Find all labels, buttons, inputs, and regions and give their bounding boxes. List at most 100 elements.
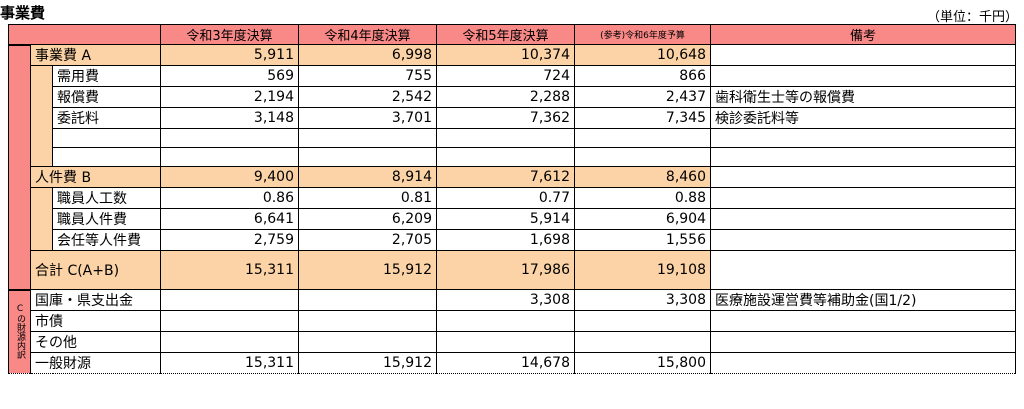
unit-label: （単位：千円） — [926, 10, 1018, 25]
row-note — [710, 229, 1016, 251]
row-value: 1,698 — [436, 229, 575, 251]
row-value — [298, 128, 437, 148]
row-value: 0.81 — [298, 187, 437, 209]
header-r3: 令和3年度決算 — [160, 24, 299, 45]
funding-note: 医療施設運営費等補助金(国1/2) — [710, 289, 1016, 311]
row-note: 検診委託料等 — [710, 107, 1016, 129]
table-row: 委託料 3,148 3,701 7,362 7,345 検診委託料等 — [9, 107, 1016, 129]
row-value — [298, 147, 437, 167]
section-row: 人件費 B 9,400 8,914 7,612 8,460 — [9, 166, 1016, 188]
header-r5: 令和5年度決算 — [436, 24, 575, 45]
total-label: 合計 C(A+B) — [30, 250, 161, 290]
row-note — [710, 187, 1016, 209]
table-row: 職員人工数 0.86 0.81 0.77 0.88 — [9, 187, 1016, 251]
section-note — [710, 166, 1016, 188]
funding-value: 15,912 — [298, 352, 437, 374]
row-value: 2,705 — [298, 229, 437, 251]
row-value: 755 — [298, 65, 437, 87]
header-r6-budget: (参考)令和6年度予算 — [574, 24, 711, 45]
row-value: 0.77 — [436, 187, 575, 209]
funding-value — [160, 289, 299, 311]
header-row: 令和3年度決算 令和4年度決算 令和5年度決算 (参考)令和6年度予算 備考 — [8, 24, 1016, 45]
funding-item-label: その他 — [30, 331, 161, 353]
row-value: 2,194 — [160, 86, 299, 108]
funding-value: 3,308 — [436, 289, 575, 311]
row-value: 0.88 — [574, 187, 711, 209]
funding-item-label: 国庫・県支出金 — [30, 289, 161, 311]
header-notes: 備考 — [710, 24, 1016, 45]
section-value: 8,914 — [298, 166, 437, 188]
row-note — [710, 128, 1016, 148]
row-value: 7,362 — [436, 107, 575, 129]
funding-label: Cの財源内訳 — [15, 304, 25, 360]
funding-value: 3,308 — [574, 289, 711, 311]
section-label: 人件費 B — [30, 166, 161, 188]
funding-row: 市債 — [9, 310, 1016, 332]
sub-rail — [30, 187, 53, 251]
funding-value — [298, 289, 437, 311]
row-label: 職員人件費 — [52, 208, 161, 230]
row-value: 724 — [436, 65, 575, 87]
table-body: 令和3年度決算 令和4年度決算 令和5年度決算 (参考)令和6年度予算 備考 事… — [8, 24, 1016, 374]
row-value: 1,556 — [574, 229, 711, 251]
row-value — [436, 147, 575, 167]
row-value: 3,701 — [298, 107, 437, 129]
row-label: 委託料 — [52, 107, 161, 129]
table-row: 職員人件費 6,641 6,209 5,914 6,904 — [9, 208, 1016, 230]
row-value: 6,641 — [160, 208, 299, 230]
funding-value: 15,311 — [160, 352, 299, 374]
row-note: 歯科衛生士等の報償費 — [710, 86, 1016, 108]
row-value — [574, 147, 711, 167]
section-value: 8,460 — [574, 166, 711, 188]
total-row: 合計 C(A+B) 15,311 15,912 17,986 19,108 — [9, 250, 1016, 290]
row-value: 2,542 — [298, 86, 437, 108]
funding-note — [710, 352, 1016, 374]
funding-note — [710, 331, 1016, 353]
row-value — [574, 128, 711, 148]
funding-row: 一般財源 15,311 15,912 14,678 15,800 — [9, 352, 1016, 374]
funding-item-label: 市債 — [30, 310, 161, 332]
section-value: 5,911 — [160, 44, 299, 66]
row-value: 0.86 — [160, 187, 299, 209]
funding-row: Cの財源内訳 国庫・県支出金 3,308 3,308 医療施設運営費等補助金(国1/2) — [8, 288, 1016, 374]
row-note — [710, 65, 1016, 87]
row-value: 866 — [574, 65, 711, 87]
row-value: 3,148 — [160, 107, 299, 129]
table-row — [9, 128, 1016, 148]
total-value: 17,986 — [436, 250, 575, 290]
funding-value: 14,678 — [436, 352, 575, 374]
funding-value — [436, 331, 575, 353]
row-value: 5,914 — [436, 208, 575, 230]
funding-row: その他 — [9, 331, 1016, 353]
section-note — [710, 44, 1016, 66]
row-note — [710, 147, 1016, 167]
funding-rail: Cの財源内訳 — [8, 288, 31, 374]
table-row: 報償費 2,194 2,542 2,288 2,437 歯科衛生士等の報償費 — [9, 86, 1016, 108]
row-value — [160, 128, 299, 148]
section-label: 事業費 A — [30, 44, 161, 66]
section-value: 10,374 — [436, 44, 575, 66]
row-value: 2,437 — [574, 86, 711, 108]
funding-value — [298, 310, 437, 332]
funding-value — [160, 310, 299, 332]
row-note — [710, 208, 1016, 230]
row-label: 報償費 — [52, 86, 161, 108]
row-value: 6,904 — [574, 208, 711, 230]
sub-rail — [30, 65, 53, 167]
row-label: 職員人工数 — [52, 187, 161, 209]
row-value: 7,345 — [574, 107, 711, 129]
funding-value — [574, 310, 711, 332]
row-value — [436, 128, 575, 148]
row-value: 2,759 — [160, 229, 299, 251]
row-value: 6,209 — [298, 208, 437, 230]
funding-item-label: 一般財源 — [30, 352, 161, 374]
section-value: 9,400 — [160, 166, 299, 188]
section-value: 7,612 — [436, 166, 575, 188]
funding-value: 15,800 — [574, 352, 711, 374]
header-blank — [8, 24, 161, 45]
table-row: 需用費 569 755 724 866 — [9, 65, 1016, 167]
row-value — [160, 147, 299, 167]
total-value: 15,912 — [298, 250, 437, 290]
section-value: 6,998 — [298, 44, 437, 66]
row-label: 需用費 — [52, 65, 161, 87]
